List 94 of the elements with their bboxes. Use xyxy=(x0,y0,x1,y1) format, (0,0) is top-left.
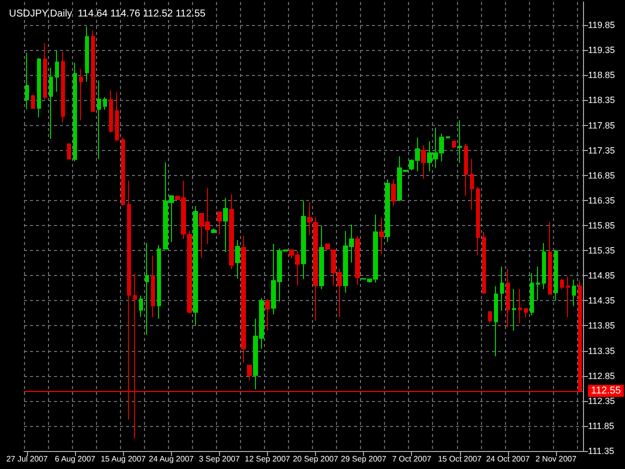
candlestick xyxy=(247,364,252,381)
candlestick xyxy=(217,211,222,236)
y-tick-label: 111.35 xyxy=(588,446,614,456)
x-tick-label: 24 Oct 2007 xyxy=(486,454,530,464)
y-tick-label: 117.85 xyxy=(588,120,615,130)
candlestick xyxy=(115,92,119,142)
candlestick xyxy=(452,140,456,148)
candlestick xyxy=(127,180,131,420)
candlestick xyxy=(518,288,522,324)
candlestick xyxy=(355,236,360,286)
candlestick xyxy=(103,96,107,110)
candlestick xyxy=(379,216,384,255)
candlestick xyxy=(235,240,240,280)
candlestick xyxy=(109,89,113,133)
y-tick-label: 115.85 xyxy=(588,220,615,230)
candlestick xyxy=(578,280,582,393)
y-tick-label: 119.85 xyxy=(588,20,615,30)
candlestick xyxy=(494,286,498,357)
candlestick xyxy=(31,94,35,109)
candlestick xyxy=(500,266,504,312)
y-tick-label: 112.35 xyxy=(588,396,615,406)
y-tick-label: 111.85 xyxy=(588,420,614,431)
candlestick xyxy=(476,186,480,256)
y-tick-label: 117.35 xyxy=(588,145,615,156)
candlestick xyxy=(85,26,89,82)
x-tick-label: 15 Oct 2007 xyxy=(438,454,482,464)
candlestick xyxy=(319,225,324,290)
text: USDJPY,Daily 114.64 114.76 112.52 112.55 xyxy=(9,8,206,20)
x-tick-label: 7 Oct 2007 xyxy=(392,454,432,464)
candlestick xyxy=(211,228,216,234)
candlestick xyxy=(43,42,47,100)
candlestick xyxy=(97,80,101,160)
candlestick xyxy=(139,295,143,318)
candlestick xyxy=(536,266,540,301)
candlestick xyxy=(55,50,59,92)
candlestick xyxy=(67,143,71,160)
ref-line-label: 112.55 xyxy=(591,385,622,396)
candlestick xyxy=(566,276,570,318)
candlestick xyxy=(229,194,234,270)
x-tick-label: 24 Aug 2007 xyxy=(148,454,194,464)
candlestick xyxy=(37,58,41,118)
candlestick xyxy=(325,243,330,251)
candlestick xyxy=(488,311,492,323)
candlestick xyxy=(301,200,306,280)
y-tick-label: 116.35 xyxy=(588,195,615,206)
y-tick-label: 113.85 xyxy=(588,320,615,331)
y-tick-label: 114.35 xyxy=(588,296,615,306)
candlestick xyxy=(470,158,474,210)
candlestick xyxy=(554,250,558,302)
candlestick xyxy=(530,272,534,316)
candlestick xyxy=(421,144,426,180)
candlestick xyxy=(560,278,564,290)
x-tick-label: 3 Sep 2007 xyxy=(198,454,240,464)
candlestick xyxy=(121,136,125,206)
candlestick xyxy=(25,52,29,110)
y-tick-label: 116.85 xyxy=(588,170,615,180)
candlestick xyxy=(73,62,77,162)
candlestick xyxy=(91,30,95,113)
candlestick xyxy=(241,235,246,364)
candlestick xyxy=(145,242,149,336)
candlestick xyxy=(572,279,576,307)
candlestick xyxy=(49,67,53,140)
candlestick xyxy=(223,197,228,253)
y-tick-label: 118.35 xyxy=(588,95,615,106)
y-tick-label: 114.85 xyxy=(588,270,615,281)
y-tick-label: 118.85 xyxy=(588,70,615,80)
candlestick xyxy=(512,288,516,332)
x-tick-label: 20 Sep 2007 xyxy=(292,454,339,464)
x-tick-label: 27 Jul 2007 xyxy=(6,454,48,464)
x-tick-label: 29 Sep 2007 xyxy=(340,454,387,464)
candlestick xyxy=(524,308,528,318)
candlestick xyxy=(61,52,65,123)
y-tick-label: 112.85 xyxy=(588,370,615,381)
y-tick-label: 115.35 xyxy=(588,246,615,256)
candlestick xyxy=(265,298,270,332)
candlestick xyxy=(193,205,198,326)
candlestick xyxy=(79,68,83,121)
candlestick xyxy=(391,178,396,206)
candlestick xyxy=(151,255,155,318)
y-tick-label: 119.35 xyxy=(588,45,615,56)
x-tick-label: 6 Aug 2007 xyxy=(54,454,96,464)
candlestick xyxy=(548,221,552,296)
y-tick-label: 113.35 xyxy=(588,346,615,356)
candlestick xyxy=(542,242,546,290)
candlestick xyxy=(482,232,486,294)
candlestick xyxy=(506,268,510,328)
candlestick xyxy=(157,244,161,320)
candlestick xyxy=(464,143,468,196)
x-tick-label: 2 Nov 2007 xyxy=(535,454,577,464)
x-tick-label: 12 Sep 2007 xyxy=(244,454,291,464)
candlestick xyxy=(133,273,137,439)
candlestick xyxy=(385,178,390,243)
candlestick xyxy=(458,120,462,164)
x-tick-label: 15 Aug 2007 xyxy=(100,454,146,464)
